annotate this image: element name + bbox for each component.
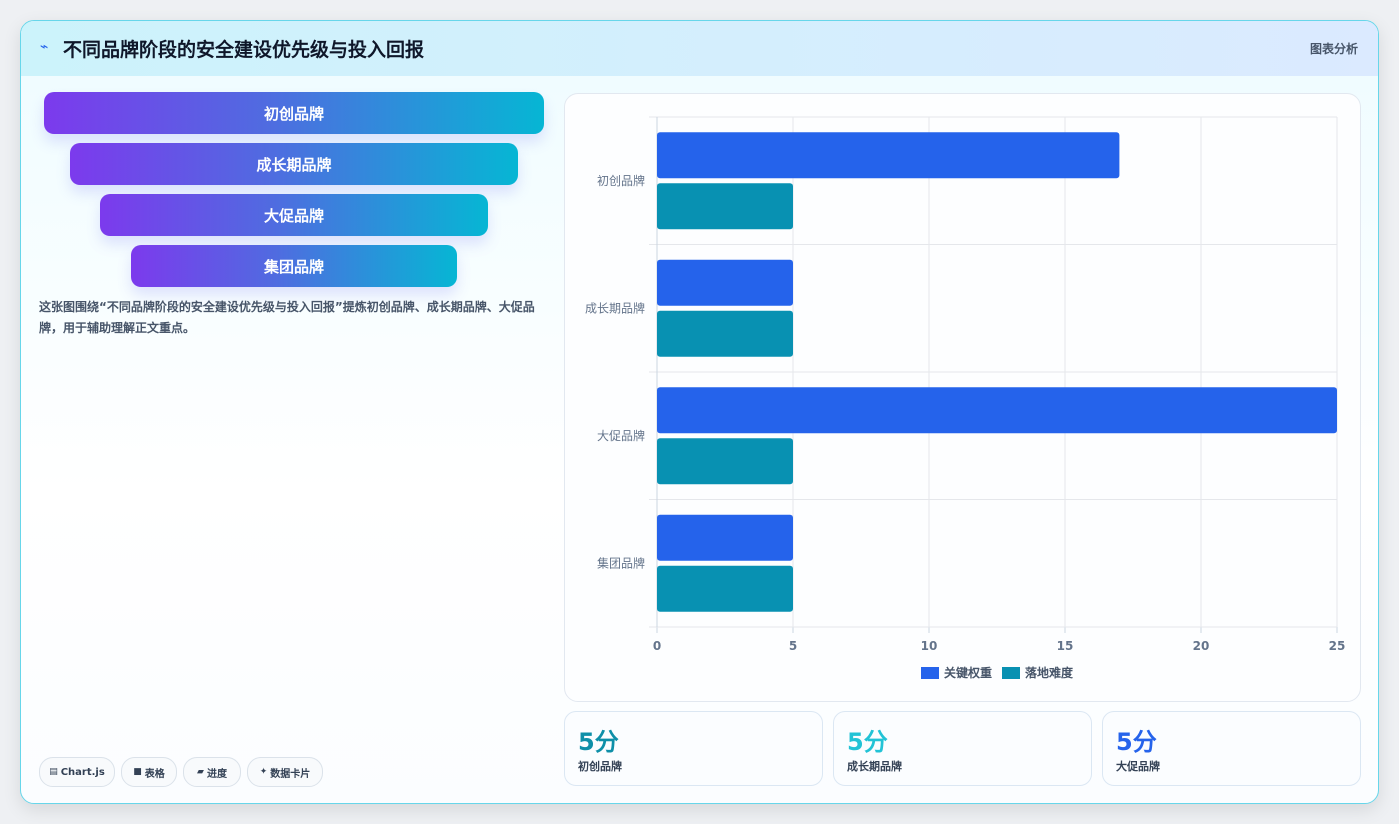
bar — [657, 259, 793, 306]
legend-swatch — [1002, 667, 1020, 679]
chart-description: 这张图围绕“不同品牌阶段的安全建设优先级与投入回报”提炼初创品牌、成长期品牌、大… — [39, 300, 535, 335]
y-tick-label: 成长期品牌 — [585, 301, 645, 315]
x-tick-label: 25 — [1329, 639, 1346, 653]
legend-label: 落地难度 — [1025, 665, 1074, 680]
funnel-stage-3: 大促品牌 — [100, 194, 488, 236]
x-tick-label: 20 — [1193, 639, 1210, 653]
stat-value: 5分 — [578, 728, 619, 756]
y-tick-label: 初创品牌 — [597, 174, 645, 188]
stat-label: 初创品牌 — [578, 760, 622, 773]
bar — [657, 183, 793, 230]
table-icon: ■ — [133, 767, 142, 777]
chart-card: ⌁ 不同品牌阶段的安全建设优先级与投入回报 图表分析 初创品牌 成长期品牌 大促… — [20, 20, 1379, 804]
sparkle-icon: ✦ — [259, 767, 268, 777]
funnel-stage-4: 集团品牌 — [131, 245, 457, 287]
stat-card-2: 5分 成长期品牌 — [833, 711, 1092, 786]
x-tick-label: 5 — [789, 639, 797, 653]
pill-label: 表格 — [144, 768, 165, 780]
legend-swatch — [921, 667, 939, 679]
card-title: 不同品牌阶段的安全建设优先级与投入回报 — [63, 39, 425, 61]
chart-icon: ▤ — [49, 767, 58, 777]
legend-label: 关键权重 — [944, 665, 992, 680]
stat-card-3: 5分 大促品牌 — [1102, 711, 1361, 786]
chart-panel: 0 5 10 15 20 25 初创品牌成长期品牌大促品牌集团品牌关键权重 落地难度 — [564, 93, 1361, 702]
x-tick-label: 0 — [653, 639, 661, 653]
bar — [657, 310, 793, 357]
header-tag: 图表分析 — [1309, 42, 1358, 56]
pill-label: 数据卡片 — [270, 768, 311, 780]
funnel-stage-2: 成长期品牌 — [70, 143, 518, 185]
x-tick-label: 10 — [921, 639, 938, 653]
pill-label: 进度 — [206, 768, 227, 780]
stat-label: 大促品牌 — [1116, 760, 1160, 773]
bar — [657, 565, 793, 612]
stat-value: 5分 — [1116, 728, 1157, 756]
bar — [657, 387, 1337, 434]
pill-data-card[interactable]: ✦ 数据卡片 — [247, 757, 323, 787]
card-header: ⌁ 不同品牌阶段的安全建设优先级与投入回报 图表分析 — [21, 21, 1378, 76]
pill-table[interactable]: ■ 表格 — [121, 757, 177, 787]
bar — [657, 514, 793, 561]
pill-chartjs[interactable]: ▤ Chart.js — [39, 757, 115, 787]
y-tick-label: 集团品牌 — [597, 555, 645, 570]
trend-line-icon: ⌁ — [40, 39, 49, 55]
pill-progress[interactable]: ▰ 进度 — [183, 757, 241, 787]
bar — [657, 132, 1120, 179]
y-tick-label: 大促品牌 — [597, 429, 645, 443]
x-tick-label: 15 — [1057, 639, 1074, 653]
stat-card-1: 5分 初创品牌 — [564, 711, 823, 786]
progress-icon: ▰ — [197, 767, 204, 777]
stat-value: 5分 — [847, 728, 888, 756]
pill-label: Chart.js — [60, 766, 105, 778]
stat-label: 成长期品牌 — [847, 760, 902, 773]
funnel-stage-1: 初创品牌 — [44, 92, 544, 134]
bar — [657, 438, 793, 485]
